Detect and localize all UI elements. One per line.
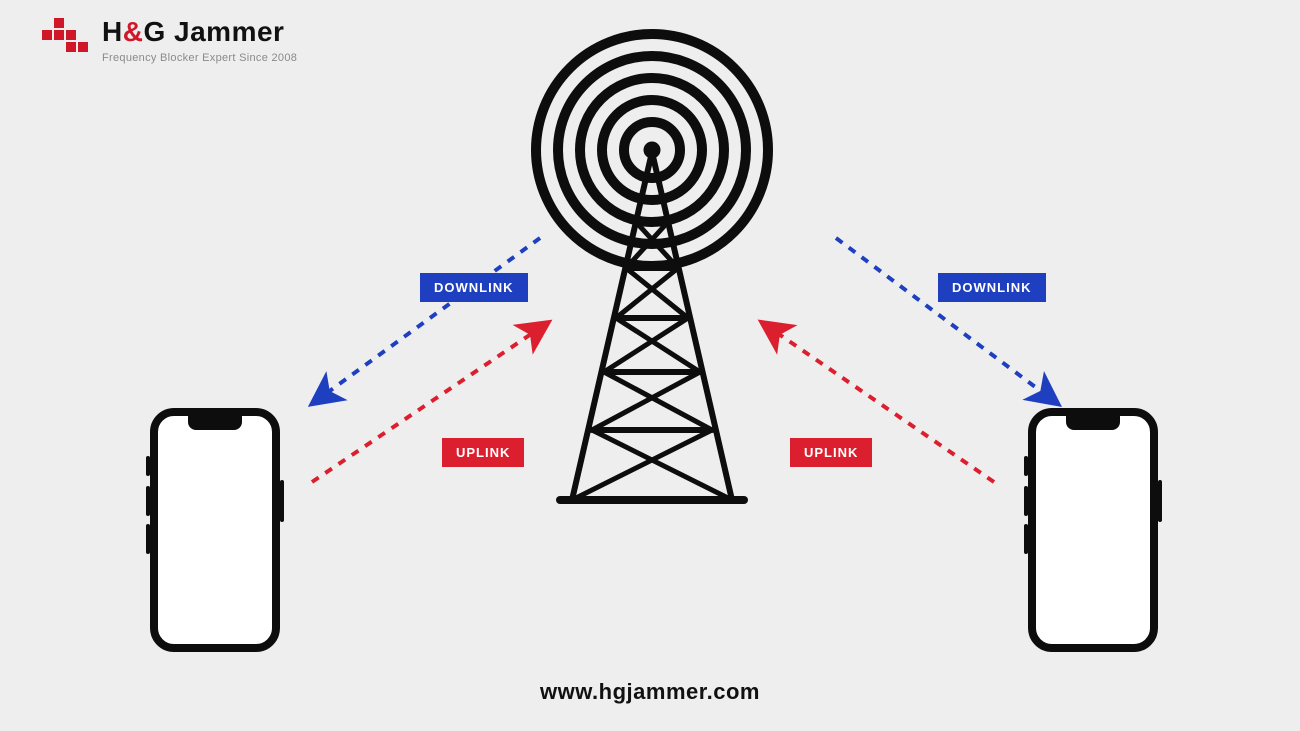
uplink-left-label: UPLINK xyxy=(442,438,524,467)
downlink-right-arrow xyxy=(836,238,1050,398)
phone-left-icon xyxy=(150,408,280,652)
footer-url: www.hgjammer.com xyxy=(0,679,1300,705)
uplink-right-label: UPLINK xyxy=(790,438,872,467)
phone-right-icon xyxy=(1028,408,1158,652)
downlink-left-label: DOWNLINK xyxy=(420,273,528,302)
diagram-canvas: H&G Jammer Frequency Blocker Expert Sinc… xyxy=(0,0,1300,731)
downlink-right-label: DOWNLINK xyxy=(938,273,1046,302)
downlink-left-arrow xyxy=(320,238,540,398)
